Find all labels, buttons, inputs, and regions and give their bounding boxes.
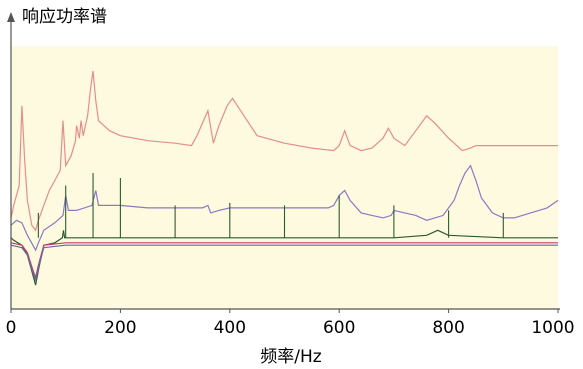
x-tick-label: 800 (432, 318, 464, 338)
series-line-2 (10, 164, 559, 252)
x-axis-label: 频率/Hz (260, 347, 322, 367)
y-axis-label: 响应功率谱 (22, 7, 107, 27)
series-line-5 (10, 244, 558, 283)
series-line-1 (10, 70, 558, 232)
harmonic-peaks (37, 173, 504, 238)
series-line-3 (10, 229, 558, 286)
x-ticks: 0 200 400 600 800 1000 (6, 309, 575, 338)
x-tick-label: 1000 (531, 318, 574, 338)
series-layer (10, 70, 559, 286)
x-tick-label: 0 (6, 318, 17, 338)
x-tick-label: 200 (104, 318, 136, 338)
x-tick-label: 600 (323, 318, 355, 338)
x-tick-label: 400 (214, 318, 246, 338)
plot-background (11, 46, 558, 309)
series-line-4 (10, 242, 558, 280)
y-axis-arrow (7, 12, 15, 22)
